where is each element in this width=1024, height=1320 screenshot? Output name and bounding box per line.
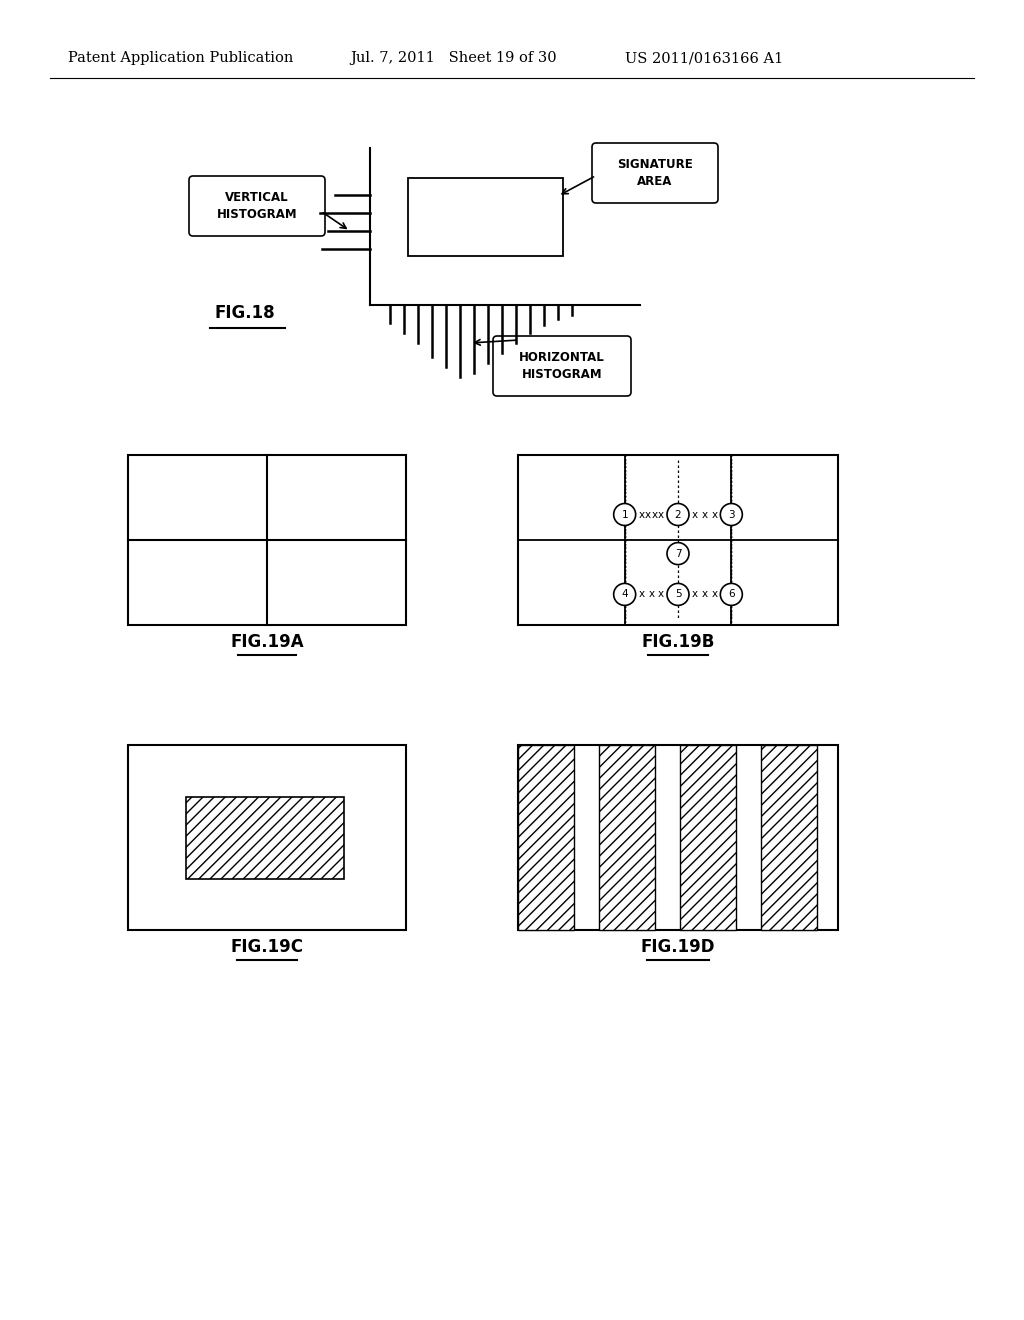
Text: x: x [712, 590, 718, 599]
Text: US 2011/0163166 A1: US 2011/0163166 A1 [625, 51, 783, 65]
Text: 7: 7 [675, 549, 681, 558]
Bar [599, 744, 655, 931]
Text: 6: 6 [728, 590, 734, 599]
Text: x: x [701, 590, 708, 599]
Text: SIGNATURE
AREA: SIGNATURE AREA [617, 158, 693, 187]
Bar [128, 744, 406, 931]
Text: x: x [639, 510, 645, 520]
Text: 3: 3 [728, 510, 734, 520]
Text: HORIZONTAL
HISTOGRAM: HORIZONTAL HISTOGRAM [519, 351, 605, 381]
Text: x: x [648, 590, 654, 599]
Text: FIG.19B: FIG.19B [641, 634, 715, 651]
Circle shape [613, 583, 636, 606]
FancyBboxPatch shape [189, 176, 325, 236]
Circle shape [720, 503, 742, 525]
Text: x: x [692, 590, 698, 599]
Text: x: x [658, 510, 664, 520]
FancyBboxPatch shape [493, 337, 631, 396]
FancyBboxPatch shape [592, 143, 718, 203]
Text: 2: 2 [675, 510, 681, 520]
Text: x: x [692, 510, 698, 520]
Text: FIG.18: FIG.18 [215, 304, 275, 322]
Circle shape [720, 583, 742, 606]
Bar [518, 744, 838, 931]
Text: 5: 5 [675, 590, 681, 599]
Text: Jul. 7, 2011   Sheet 19 of 30: Jul. 7, 2011 Sheet 19 of 30 [350, 51, 557, 65]
Text: x: x [712, 510, 718, 520]
Bar [186, 797, 344, 879]
Text: x: x [701, 510, 708, 520]
Bar [128, 455, 406, 624]
Text: VERTICAL
HISTOGRAM: VERTICAL HISTOGRAM [217, 191, 297, 220]
Text: x: x [651, 510, 657, 520]
Bar [680, 744, 736, 931]
Circle shape [613, 503, 636, 525]
Text: FIG.19C: FIG.19C [230, 939, 303, 956]
Text: FIG.19A: FIG.19A [230, 634, 304, 651]
Circle shape [667, 543, 689, 565]
Text: FIG.19D: FIG.19D [641, 939, 715, 956]
Bar [518, 744, 574, 931]
Text: 4: 4 [622, 590, 628, 599]
Circle shape [667, 503, 689, 525]
Text: x: x [645, 510, 651, 520]
Text: 1: 1 [622, 510, 628, 520]
Bar [408, 178, 563, 256]
Text: x: x [639, 590, 645, 599]
Bar [761, 744, 817, 931]
Text: x: x [658, 590, 664, 599]
Circle shape [667, 583, 689, 606]
Text: Patent Application Publication: Patent Application Publication [68, 51, 293, 65]
Bar [518, 455, 838, 624]
